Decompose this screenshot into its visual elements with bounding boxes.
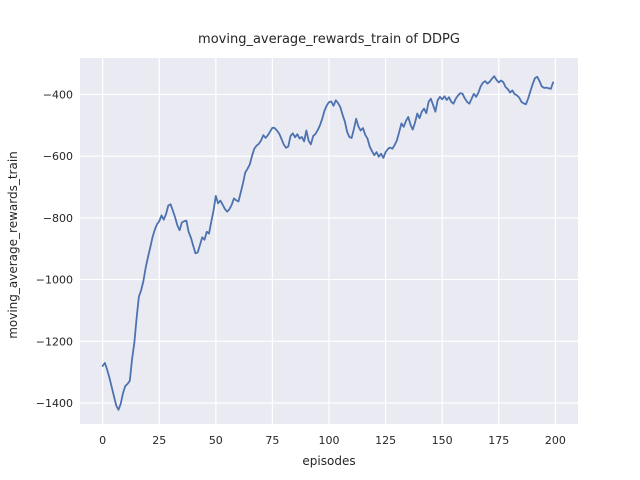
y-tick-label: −1000 xyxy=(36,274,73,287)
x-tick-label: 200 xyxy=(545,434,566,447)
x-tick-label: 150 xyxy=(432,434,453,447)
y-axis-label: moving_average_rewards_train xyxy=(6,151,20,339)
x-axis-label: episodes xyxy=(302,454,356,468)
x-tick-label: 125 xyxy=(375,434,396,447)
y-tick-label: −1200 xyxy=(36,335,73,348)
x-tick-label: 175 xyxy=(488,434,509,447)
x-tick-label: 25 xyxy=(152,434,166,447)
x-tick-label: 0 xyxy=(99,434,106,447)
y-tick-label: −400 xyxy=(43,88,73,101)
data-line xyxy=(101,75,554,411)
x-tick-label: 75 xyxy=(265,434,279,447)
y-tick-label: −800 xyxy=(43,212,73,225)
y-tick-label: −600 xyxy=(43,150,73,163)
x-tick-label: 50 xyxy=(209,434,223,447)
x-tick-label: 100 xyxy=(319,434,340,447)
y-tick-label: −1400 xyxy=(36,397,73,410)
chart-title: moving_average_rewards_train of DDPG xyxy=(198,32,460,47)
